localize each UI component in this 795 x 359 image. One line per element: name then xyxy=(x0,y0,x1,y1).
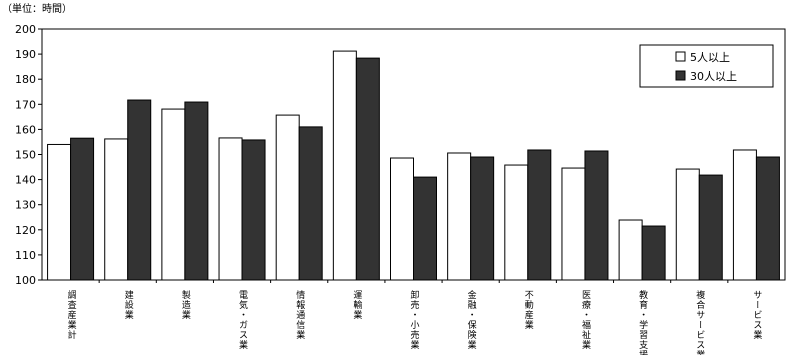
x-tick-label: 不動産業 xyxy=(523,290,534,330)
bar xyxy=(298,126,323,281)
legend-box xyxy=(639,44,774,88)
legend-label: 5人以上 xyxy=(690,51,730,64)
bar xyxy=(275,114,300,281)
bar xyxy=(675,168,700,281)
bar xyxy=(504,164,529,281)
bar xyxy=(698,174,723,281)
bar xyxy=(390,157,414,281)
x-tick-label: 建設業 xyxy=(123,289,134,320)
y-tick-label: 110 xyxy=(15,249,36,262)
legend-swatch xyxy=(675,51,686,62)
bar xyxy=(70,137,95,281)
bar xyxy=(241,139,266,281)
bar xyxy=(447,152,472,281)
y-tick-label: 140 xyxy=(15,174,36,187)
x-tick-label: 医療・福祉業 xyxy=(580,290,591,350)
bar xyxy=(732,149,757,281)
bar xyxy=(184,101,209,281)
y-tick-label: 130 xyxy=(15,199,36,212)
bar xyxy=(641,225,666,281)
y-tick-label: 120 xyxy=(15,224,36,237)
x-tick-label: 運輸業 xyxy=(351,290,362,320)
bar xyxy=(161,108,186,281)
bar xyxy=(755,156,780,281)
bar xyxy=(584,150,609,281)
bar xyxy=(527,149,552,281)
bar xyxy=(470,156,495,281)
x-tick-label: 金融・保険業 xyxy=(466,289,477,350)
y-tick-label: 180 xyxy=(15,73,36,86)
bar xyxy=(332,50,357,281)
bar xyxy=(618,219,643,281)
bar xyxy=(104,138,129,281)
y-tick-label: 160 xyxy=(15,123,36,136)
bar xyxy=(127,99,152,281)
bar xyxy=(47,143,72,281)
x-tick-label: 電気・ガス業 xyxy=(237,290,248,350)
x-tick-label: 複合サービス業 xyxy=(694,289,705,355)
unit-note: （単位：時間） xyxy=(2,2,72,15)
y-tick-label: 200 xyxy=(15,23,36,36)
bar xyxy=(561,167,586,281)
y-tick-label: 150 xyxy=(15,149,36,162)
x-tick-label: 教育・学習支援業 xyxy=(637,289,648,355)
legend-label: 30人以上 xyxy=(690,70,737,83)
bar xyxy=(355,57,380,281)
y-tick-label: 170 xyxy=(15,98,36,111)
x-tick-label: サービス業 xyxy=(751,290,762,340)
x-tick-label: 製造業 xyxy=(180,289,191,320)
x-tick-label: 調査産業計 xyxy=(66,289,77,340)
bar xyxy=(413,176,437,281)
x-tick-label: 卸売・小売業 xyxy=(409,289,420,350)
x-tick-label: 情報通信業 xyxy=(294,289,305,340)
y-tick-label: 100 xyxy=(15,274,36,287)
legend-swatch xyxy=(675,70,686,81)
y-tick-label: 190 xyxy=(15,48,36,61)
bar xyxy=(218,137,243,281)
